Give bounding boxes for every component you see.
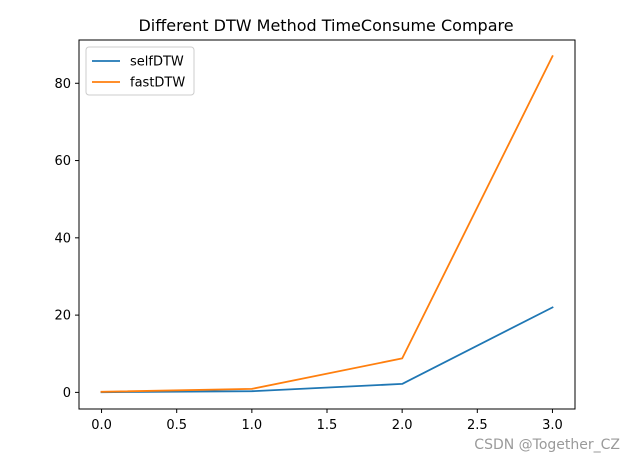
y-tick-label: 0 (63, 386, 71, 401)
y-tick-label: 80 (54, 77, 71, 92)
x-tick-label: 2.5 (467, 418, 488, 433)
x-tick-label: 0.5 (166, 418, 187, 433)
legend-box (85, 46, 195, 96)
x-tick-label: 2.0 (392, 418, 413, 433)
series-line-selfDTW (100, 306, 554, 394)
series-lines (100, 54, 554, 394)
watermark-text: CSDN @Together_CZ (474, 437, 620, 453)
series-line-fastDTW (100, 54, 554, 393)
y-tick-label: 60 (54, 154, 71, 169)
x-tick-label: 1.0 (242, 418, 263, 433)
x-tick-label: 1.5 (317, 418, 338, 433)
y-axis: 0 20 40 60 80 (54, 77, 79, 401)
chart-title: Different DTW Method TimeConsume Compare (138, 16, 513, 35)
x-axis: 0.0 0.5 1.0 1.5 2.0 2.5 3.0 (91, 409, 563, 433)
y-tick-label: 20 (54, 309, 71, 324)
legend: selfDTW fastDTW (85, 46, 195, 96)
x-tick-label: 0.0 (91, 418, 112, 433)
legend-label-selfDTW: selfDTW (130, 55, 184, 70)
legend-label-fastDTW: fastDTW (130, 76, 185, 91)
x-tick-label: 3.0 (542, 418, 563, 433)
y-tick-label: 40 (54, 231, 71, 246)
